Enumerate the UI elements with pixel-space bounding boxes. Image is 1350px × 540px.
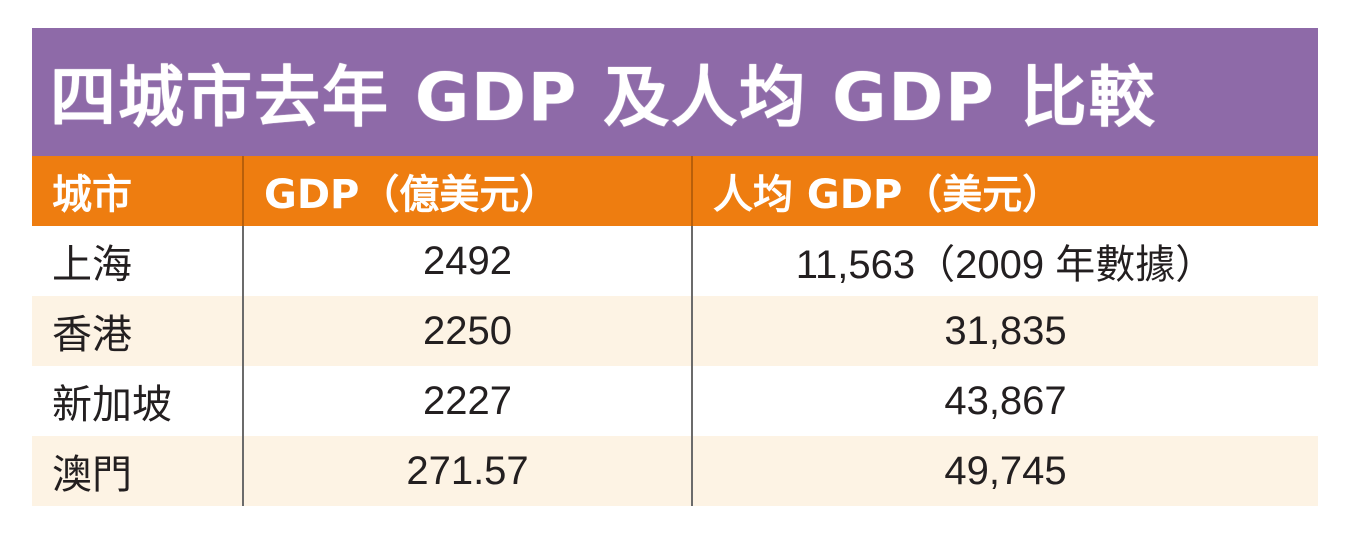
gdp-comparison-table-graphic: 四城市去年 GDP 及人均 GDP 比較 城市 GDP（億美元） 人均 GDP（… (32, 28, 1318, 510)
table-row: 新加坡 2227 43,867 (32, 366, 1318, 436)
city-cell: 新加坡 (32, 366, 243, 436)
chart-title: 四城市去年 GDP 及人均 GDP 比較 (50, 59, 1157, 136)
table-row: 上海 2492 11,563（2009 年數據） (32, 226, 1318, 296)
column-header-city: 城市 (32, 156, 243, 226)
table-row: 澳門 271.57 49,745 (32, 436, 1318, 506)
city-cell: 香港 (32, 296, 243, 366)
gdp-cell: 2227 (242, 366, 692, 436)
column-header-gdp-per-capita: 人均 GDP（美元） (691, 156, 1318, 226)
gdp-per-capita-cell: 11,563（2009 年數據） (691, 226, 1318, 296)
gdp-cell: 2492 (242, 226, 692, 296)
gdp-cell: 2250 (242, 296, 692, 366)
header-row: 城市 GDP（億美元） 人均 GDP（美元） (32, 156, 1318, 226)
table-row: 香港 2250 31,835 (32, 296, 1318, 366)
city-cell: 澳門 (32, 436, 243, 506)
title-bar: 四城市去年 GDP 及人均 GDP 比較 (32, 28, 1318, 156)
gdp-cell: 271.57 (242, 436, 692, 506)
gdp-per-capita-cell: 43,867 (691, 366, 1318, 436)
column-header-gdp: GDP（億美元） (242, 156, 692, 226)
gdp-per-capita-cell: 49,745 (691, 436, 1318, 506)
gdp-table: 城市 GDP（億美元） 人均 GDP（美元） 上海 2492 11,563（20… (32, 156, 1318, 506)
gdp-per-capita-cell: 31,835 (691, 296, 1318, 366)
city-cell: 上海 (32, 226, 243, 296)
